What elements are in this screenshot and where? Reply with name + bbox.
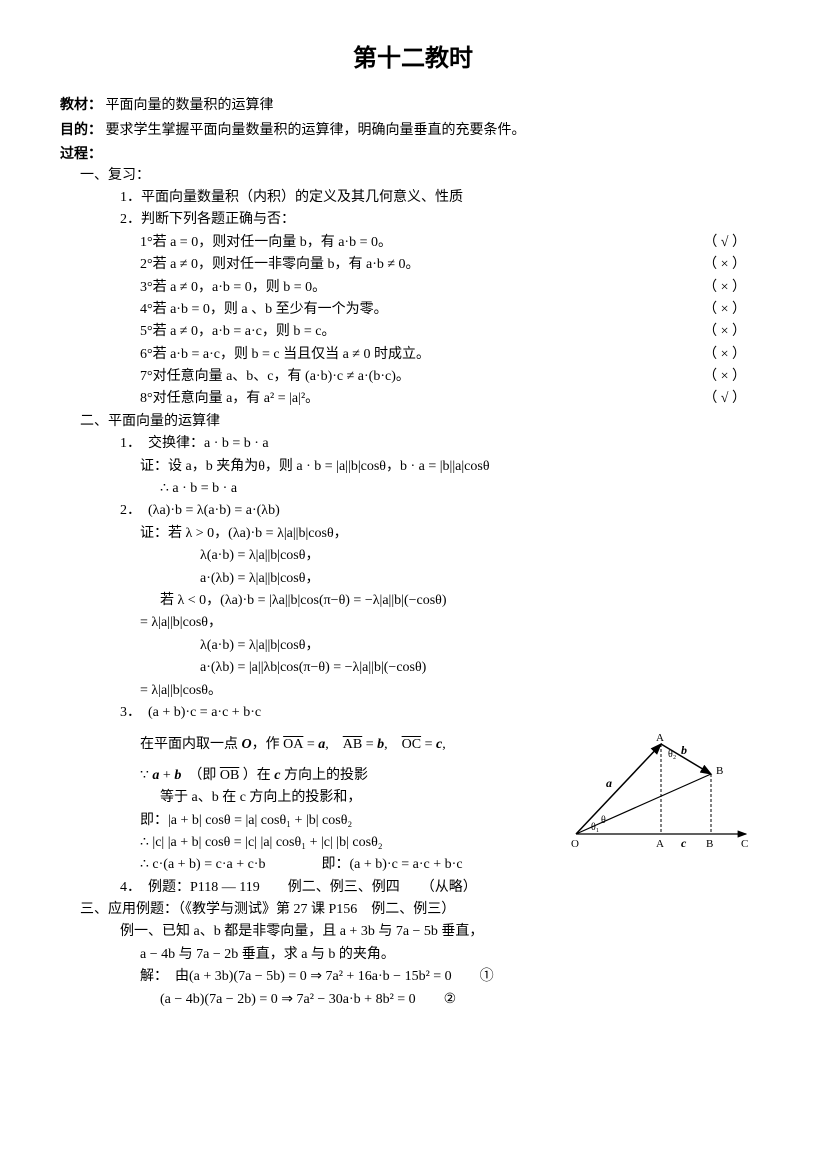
- q6-ans: （ × ）: [703, 344, 746, 366]
- s2-p2c: a·(λb) = λ|a||b|cosθ，: [200, 568, 766, 590]
- section-3-heading: 三、应用例题：（《教学与测试》第 27 课 P156 例二、例三）: [80, 899, 766, 921]
- q5-ans: （ × ）: [703, 321, 746, 343]
- q1-text: 1°若 a = 0，则对任一向量 b，有 a·b = 0。: [140, 232, 392, 254]
- sol2: (a − 4b)(7a − 2b) = 0 ⇒ 7a² − 30a·b + 8b…: [160, 989, 766, 1011]
- svg-text:O: O: [571, 838, 579, 850]
- s2-p2b: λ(a·b) = λ|a||b|cosθ，: [200, 545, 766, 567]
- q4-text: 4°若 a·b = 0，则 a 、b 至少有一个为零。: [140, 299, 388, 321]
- page-title: 第十二教时: [60, 40, 766, 78]
- q2-row: 2°若 a ≠ 0，则对任一非零向量 b，有 a·b ≠ 0。 （ × ）: [140, 254, 766, 276]
- ex1b: a − 4b 与 7a − 2b 垂直，求 a 与 b 的夹角。: [140, 944, 766, 966]
- s2-p2: 2． (λa)·b = λ(a·b) = a·(λb): [120, 500, 766, 522]
- q3-text: 3°若 a ≠ 0，a·b = 0，则 b = 0。: [140, 277, 326, 299]
- s2-p2d: 若 λ < 0，(λa)·b = |λa||b|cos(π−θ) = −λ|a|…: [160, 590, 766, 612]
- s2-p1: 1． 交换律：a · b = b · a: [120, 433, 766, 455]
- q6-row: 6°若 a·b = a·c，则 b = c 当且仅当 a ≠ 0 时成立。 （ …: [140, 344, 766, 366]
- goal-text: 要求学生掌握平面向量数量积的运算律，明确向量垂直的充要条件。: [106, 123, 526, 138]
- goal-line: 目的： 要求学生掌握平面向量数量积的运算律，明确向量垂直的充要条件。: [60, 118, 766, 142]
- subject-label: 教材：: [60, 96, 102, 112]
- process-label: 过程：: [60, 142, 766, 164]
- q2-text: 2°若 a ≠ 0，则对任一非零向量 b，有 a·b ≠ 0。: [140, 254, 420, 276]
- q2-ans: （ × ）: [703, 254, 746, 276]
- svg-text:B: B: [706, 838, 713, 850]
- s1-p1: 1．平面向量数量积（内积）的定义及其几何意义、性质: [120, 187, 766, 209]
- svg-text:C: C: [741, 838, 748, 850]
- s2-p2e: = λ|a||b|cosθ，: [140, 612, 766, 634]
- s1-p2: 2．判断下列各题正确与否：: [120, 209, 766, 231]
- q1-row: 1°若 a = 0，则对任一向量 b，有 a·b = 0。 （ √ ）: [140, 232, 766, 254]
- vector-diagram: O A B A B C a b c θ₁ θ θ₂: [556, 729, 756, 867]
- svg-text:A: A: [656, 732, 664, 744]
- s2-p2g: a·(λb) = |a||λb|cos(π−θ) = −λ|a||b|(−cos…: [200, 657, 766, 679]
- svg-text:A: A: [656, 838, 664, 850]
- s2-p2f: λ(a·b) = λ|a||b|cosθ，: [200, 635, 766, 657]
- s2-p3: 3． (a + b)·c = a·c + b·c: [120, 702, 766, 724]
- sol1: 解： 由(a + 3b)(7a − 5b) = 0 ⇒ 7a² + 16a·b …: [140, 966, 766, 988]
- s2-p4: 4． 例题：P118 — 119 例二、例三、例四 （从略）: [120, 877, 766, 899]
- svg-text:θ₁: θ₁: [591, 822, 599, 833]
- q3-row: 3°若 a ≠ 0，a·b = 0，则 b = 0。 （ × ）: [140, 277, 766, 299]
- q8-row: 8°对任意向量 a，有 a² = |a|²。 （ √ ）: [140, 388, 766, 410]
- section-2-heading: 二、平面向量的运算律: [80, 411, 766, 433]
- q7-ans: （ × ）: [703, 366, 746, 388]
- q4-ans: （ × ）: [703, 299, 746, 321]
- s2-p2a: 证：若 λ > 0，(λa)·b = λ|a||b|cosθ，: [140, 523, 766, 545]
- svg-text:b: b: [681, 743, 687, 757]
- s2-p1b: ∴ a · b = b · a: [160, 478, 766, 500]
- s2-p2h: = λ|a||b|cosθ。: [140, 680, 766, 702]
- svg-text:B: B: [716, 765, 723, 777]
- subject-line: 教材： 平面向量的数量积的运算律: [60, 93, 766, 117]
- q8-text: 8°对任意向量 a，有 a² = |a|²。: [140, 388, 319, 410]
- q8-ans: （ √ ）: [703, 388, 746, 410]
- ex1a: 例一、已知 a、b 都是非零向量，且 a + 3b 与 7a − 5b 垂直，: [120, 921, 766, 943]
- q4-row: 4°若 a·b = 0，则 a 、b 至少有一个为零。 （ × ）: [140, 299, 766, 321]
- q7-text: 7°对任意向量 a、b、c，有 (a·b)·c ≠ a·(b·c)。: [140, 366, 410, 388]
- q5-text: 5°若 a ≠ 0，a·b = a·c，则 b = c。: [140, 321, 335, 343]
- q6-text: 6°若 a·b = a·c，则 b = c 当且仅当 a ≠ 0 时成立。: [140, 344, 430, 366]
- svg-text:θ₂: θ₂: [668, 749, 676, 760]
- svg-text:c: c: [681, 836, 687, 850]
- goal-label: 目的：: [60, 121, 102, 137]
- q3-ans: （ × ）: [703, 277, 746, 299]
- svg-text:θ: θ: [601, 815, 606, 826]
- s2-p1a: 证：设 a，b 夹角为θ，则 a · b = |a||b|cosθ，b · a …: [140, 456, 766, 478]
- q7-row: 7°对任意向量 a、b、c，有 (a·b)·c ≠ a·(b·c)。 （ × ）: [140, 366, 766, 388]
- q1-ans: （ √ ）: [703, 232, 746, 254]
- q5-row: 5°若 a ≠ 0，a·b = a·c，则 b = c。 （ × ）: [140, 321, 766, 343]
- svg-text:a: a: [606, 776, 612, 790]
- section-1-heading: 一、复习：: [80, 165, 766, 187]
- subject-text: 平面向量的数量积的运算律: [106, 98, 274, 113]
